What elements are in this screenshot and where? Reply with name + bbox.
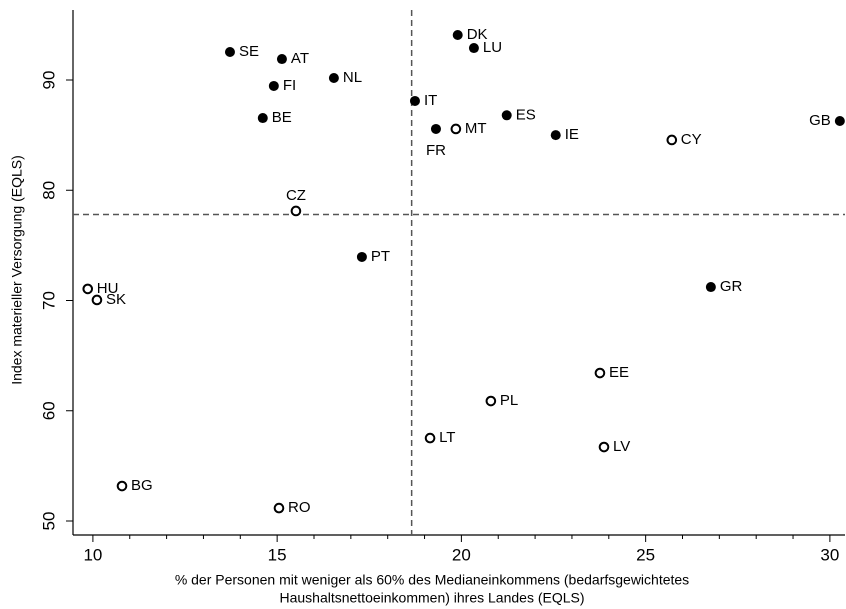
y-tick-label: 60 (39, 401, 58, 420)
data-point (257, 113, 268, 124)
data-point (290, 205, 302, 217)
point-label: DK (467, 26, 488, 43)
data-point (224, 47, 235, 58)
x-axis-title: Haushaltsnettoeinkommen) ihres Landes (E… (279, 590, 584, 606)
y-tick-label: 90 (39, 71, 58, 90)
point-label: FR (426, 142, 446, 159)
data-point (705, 282, 716, 293)
data-point (485, 395, 497, 407)
point-label: PL (500, 392, 518, 409)
point-label: FI (283, 77, 296, 94)
point-label: EE (609, 364, 629, 381)
data-point (409, 95, 420, 106)
y-tick-label: 50 (39, 512, 58, 531)
data-point (598, 441, 610, 453)
x-tick-label: 15 (268, 545, 287, 564)
data-point (82, 283, 94, 295)
point-label: CY (681, 131, 702, 148)
point-label: CZ (286, 187, 306, 204)
point-label: ES (516, 106, 536, 123)
x-tick-label: 10 (83, 545, 102, 564)
point-label: SK (106, 291, 126, 308)
y-axis-title: Index materieller Versorgung (EQLS) (9, 155, 25, 385)
data-point (594, 367, 606, 379)
point-label: IT (424, 92, 437, 109)
point-label: RO (288, 499, 311, 516)
data-point (550, 130, 561, 141)
point-label: AT (291, 50, 309, 67)
data-point (450, 123, 462, 135)
point-label: GR (720, 278, 743, 295)
data-point (91, 294, 103, 306)
y-tick-label: 80 (39, 181, 58, 200)
point-label: BG (131, 477, 153, 494)
point-label: MT (465, 120, 487, 137)
data-point (268, 80, 279, 91)
point-label: NL (343, 69, 362, 86)
point-label: PT (371, 248, 390, 265)
point-label: SE (239, 43, 259, 60)
data-point (468, 43, 479, 54)
point-label: HU (97, 280, 119, 297)
data-point (116, 480, 128, 492)
x-tick-label: 20 (452, 545, 471, 564)
data-point (834, 116, 845, 127)
x-tick-label: 25 (636, 545, 655, 564)
point-label: IE (565, 126, 579, 143)
point-label: LU (483, 39, 502, 56)
data-point (328, 73, 339, 84)
point-label: GB (809, 112, 831, 129)
data-point (452, 30, 463, 41)
point-label: LT (439, 429, 455, 446)
data-point (273, 502, 285, 514)
data-point (666, 134, 678, 146)
data-point (424, 432, 436, 444)
y-tick-label: 70 (39, 291, 58, 310)
data-point (501, 110, 512, 121)
x-tick-label: 30 (820, 545, 839, 564)
x-axis-title: % der Personen mit weniger als 60% des M… (175, 572, 689, 588)
data-point (430, 123, 441, 134)
point-label: LV (613, 438, 630, 455)
data-point (356, 251, 367, 262)
data-point (276, 54, 287, 65)
point-label: BE (272, 109, 292, 126)
